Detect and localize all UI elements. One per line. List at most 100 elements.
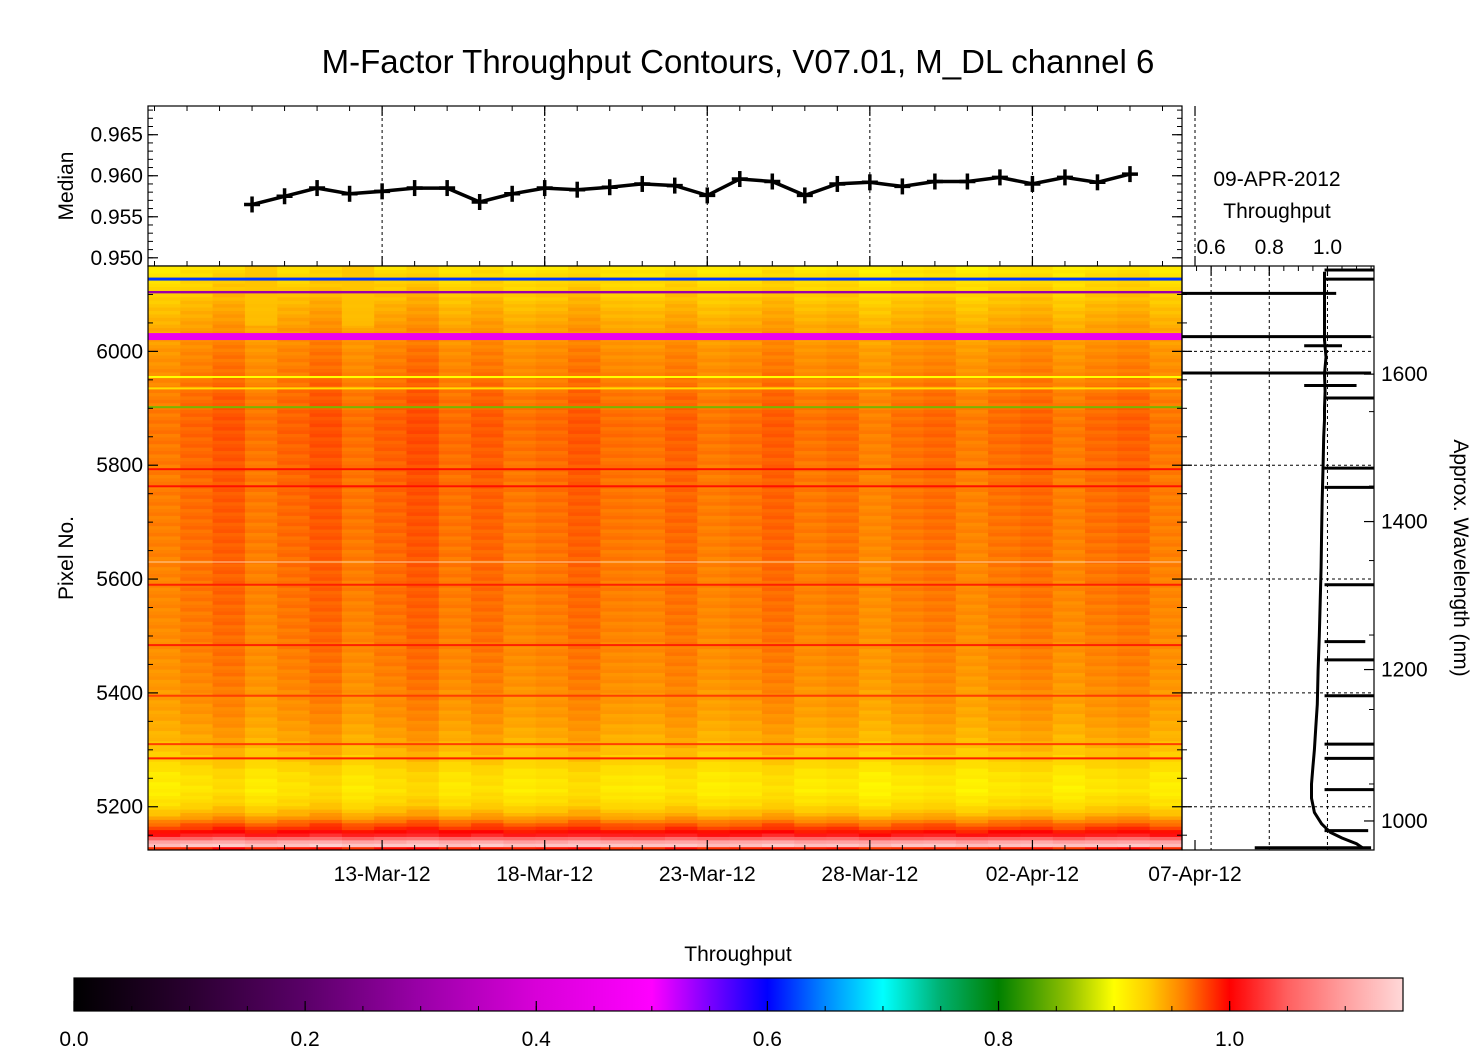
heatmap-cell (1020, 822, 1054, 827)
heatmap-cell (729, 809, 763, 814)
heatmap-cell (309, 426, 343, 431)
heatmap-cell (729, 269, 763, 274)
heatmap-cell (632, 624, 666, 629)
heatmap-cell (729, 774, 763, 779)
heatmap-cell (923, 365, 957, 370)
heatmap-cell (1020, 839, 1054, 844)
heatmap-cell (568, 423, 601, 428)
heatmap-cell (568, 474, 601, 479)
heatmap-cell (244, 802, 278, 807)
heatmap-cell (148, 829, 181, 834)
heatmap-cell (600, 768, 634, 773)
heatmap-cell (148, 610, 181, 615)
heatmap-cell (568, 317, 601, 322)
heatmap-cell (148, 464, 181, 469)
heatmap-cell (923, 450, 957, 455)
heatmap-cell (212, 511, 246, 516)
heatmap-cell (955, 658, 989, 663)
heatmap-cell (697, 324, 731, 329)
heatmap-cell (632, 419, 666, 424)
heatmap-cell (277, 750, 311, 755)
heatmap-cell (826, 757, 860, 762)
heatmap-cell (697, 556, 731, 561)
heatmap-cell (212, 388, 246, 393)
heatmap-cell (1020, 539, 1054, 544)
heatmap-cell (761, 648, 795, 653)
heatmap-cell (988, 293, 1022, 298)
heatmap-cell (923, 382, 957, 387)
heatmap-cell (891, 426, 925, 431)
heatmap-cell (180, 638, 214, 643)
heatmap-cell (568, 388, 601, 393)
heatmap-cell (665, 546, 698, 551)
heatmap-cell (632, 501, 666, 506)
heatmap-cell (858, 505, 892, 510)
heatmap-cell (471, 429, 505, 434)
heatmap-cell (826, 819, 860, 824)
heatmap-cell (568, 628, 601, 633)
heatmap-cell (503, 703, 537, 708)
heatmap-cell (406, 330, 440, 335)
heatmap-cell (955, 552, 989, 557)
heatmap-cell (955, 839, 989, 844)
heatmap-cell (148, 781, 181, 786)
heatmap-cell (665, 399, 698, 404)
heatmap-cell (891, 634, 925, 639)
heatmap-cell (858, 727, 892, 732)
heatmap-cell (858, 354, 892, 359)
heatmap-cell (955, 399, 989, 404)
heatmap-cell (148, 423, 181, 428)
heatmap-cell (471, 549, 505, 554)
heatmap-cell (212, 593, 246, 598)
heatmap-cell (1052, 815, 1086, 820)
heatmap-cell (148, 809, 181, 814)
heatmap-cell (600, 395, 634, 400)
heatmap-cell (212, 450, 246, 455)
heatmap-cell (729, 306, 763, 311)
heatmap-cell (761, 440, 795, 445)
heatmap-cell (568, 296, 601, 301)
heatmap-cell (697, 306, 731, 311)
heatmap-cell (923, 689, 957, 694)
heatmap-cell (794, 443, 828, 448)
heatmap-cell (341, 597, 375, 602)
heatmap-cell (148, 310, 181, 315)
heatmap-cell (632, 839, 666, 844)
heatmap-cell (212, 317, 246, 322)
heatmap-cell (923, 310, 957, 315)
heatmap-cell (858, 501, 892, 506)
heatmap-cell (923, 566, 957, 571)
heatmap-cell (891, 378, 925, 383)
heatmap-cell (180, 498, 214, 503)
heatmap-cell (826, 593, 860, 598)
heatmap-cell (406, 522, 440, 527)
heatmap-cell (632, 607, 666, 612)
heatmap-cell (341, 563, 375, 568)
heatmap-cell (729, 706, 763, 711)
heatmap-cell (794, 709, 828, 714)
heatmap-cell (374, 423, 408, 428)
heatmap-cell (277, 388, 311, 393)
heatmap-cell (471, 610, 505, 615)
heatmap-cell (180, 440, 214, 445)
heatmap-cell (244, 829, 278, 834)
heatmap-cell (955, 668, 989, 674)
heatmap-cell (729, 832, 763, 837)
heatmap-cell (1020, 460, 1054, 465)
heatmap-cell (309, 655, 343, 660)
heatmap-cell (374, 361, 408, 366)
heatmap-cell (1020, 597, 1054, 602)
heatmap-cell (341, 474, 375, 479)
heatmap-cell (697, 552, 731, 557)
heatmap-cell (212, 272, 246, 277)
heatmap-cell (988, 832, 1022, 837)
heatmap-cell (277, 556, 311, 561)
heatmap-cell (309, 412, 343, 417)
heatmap-cell (826, 781, 860, 786)
heatmap-cell (406, 535, 440, 540)
heatmap-cell (471, 682, 505, 687)
heatmap-cell (471, 266, 505, 271)
heatmap-cell (923, 556, 957, 561)
heatmap-cell (729, 525, 763, 530)
heatmap-cell (148, 754, 181, 759)
